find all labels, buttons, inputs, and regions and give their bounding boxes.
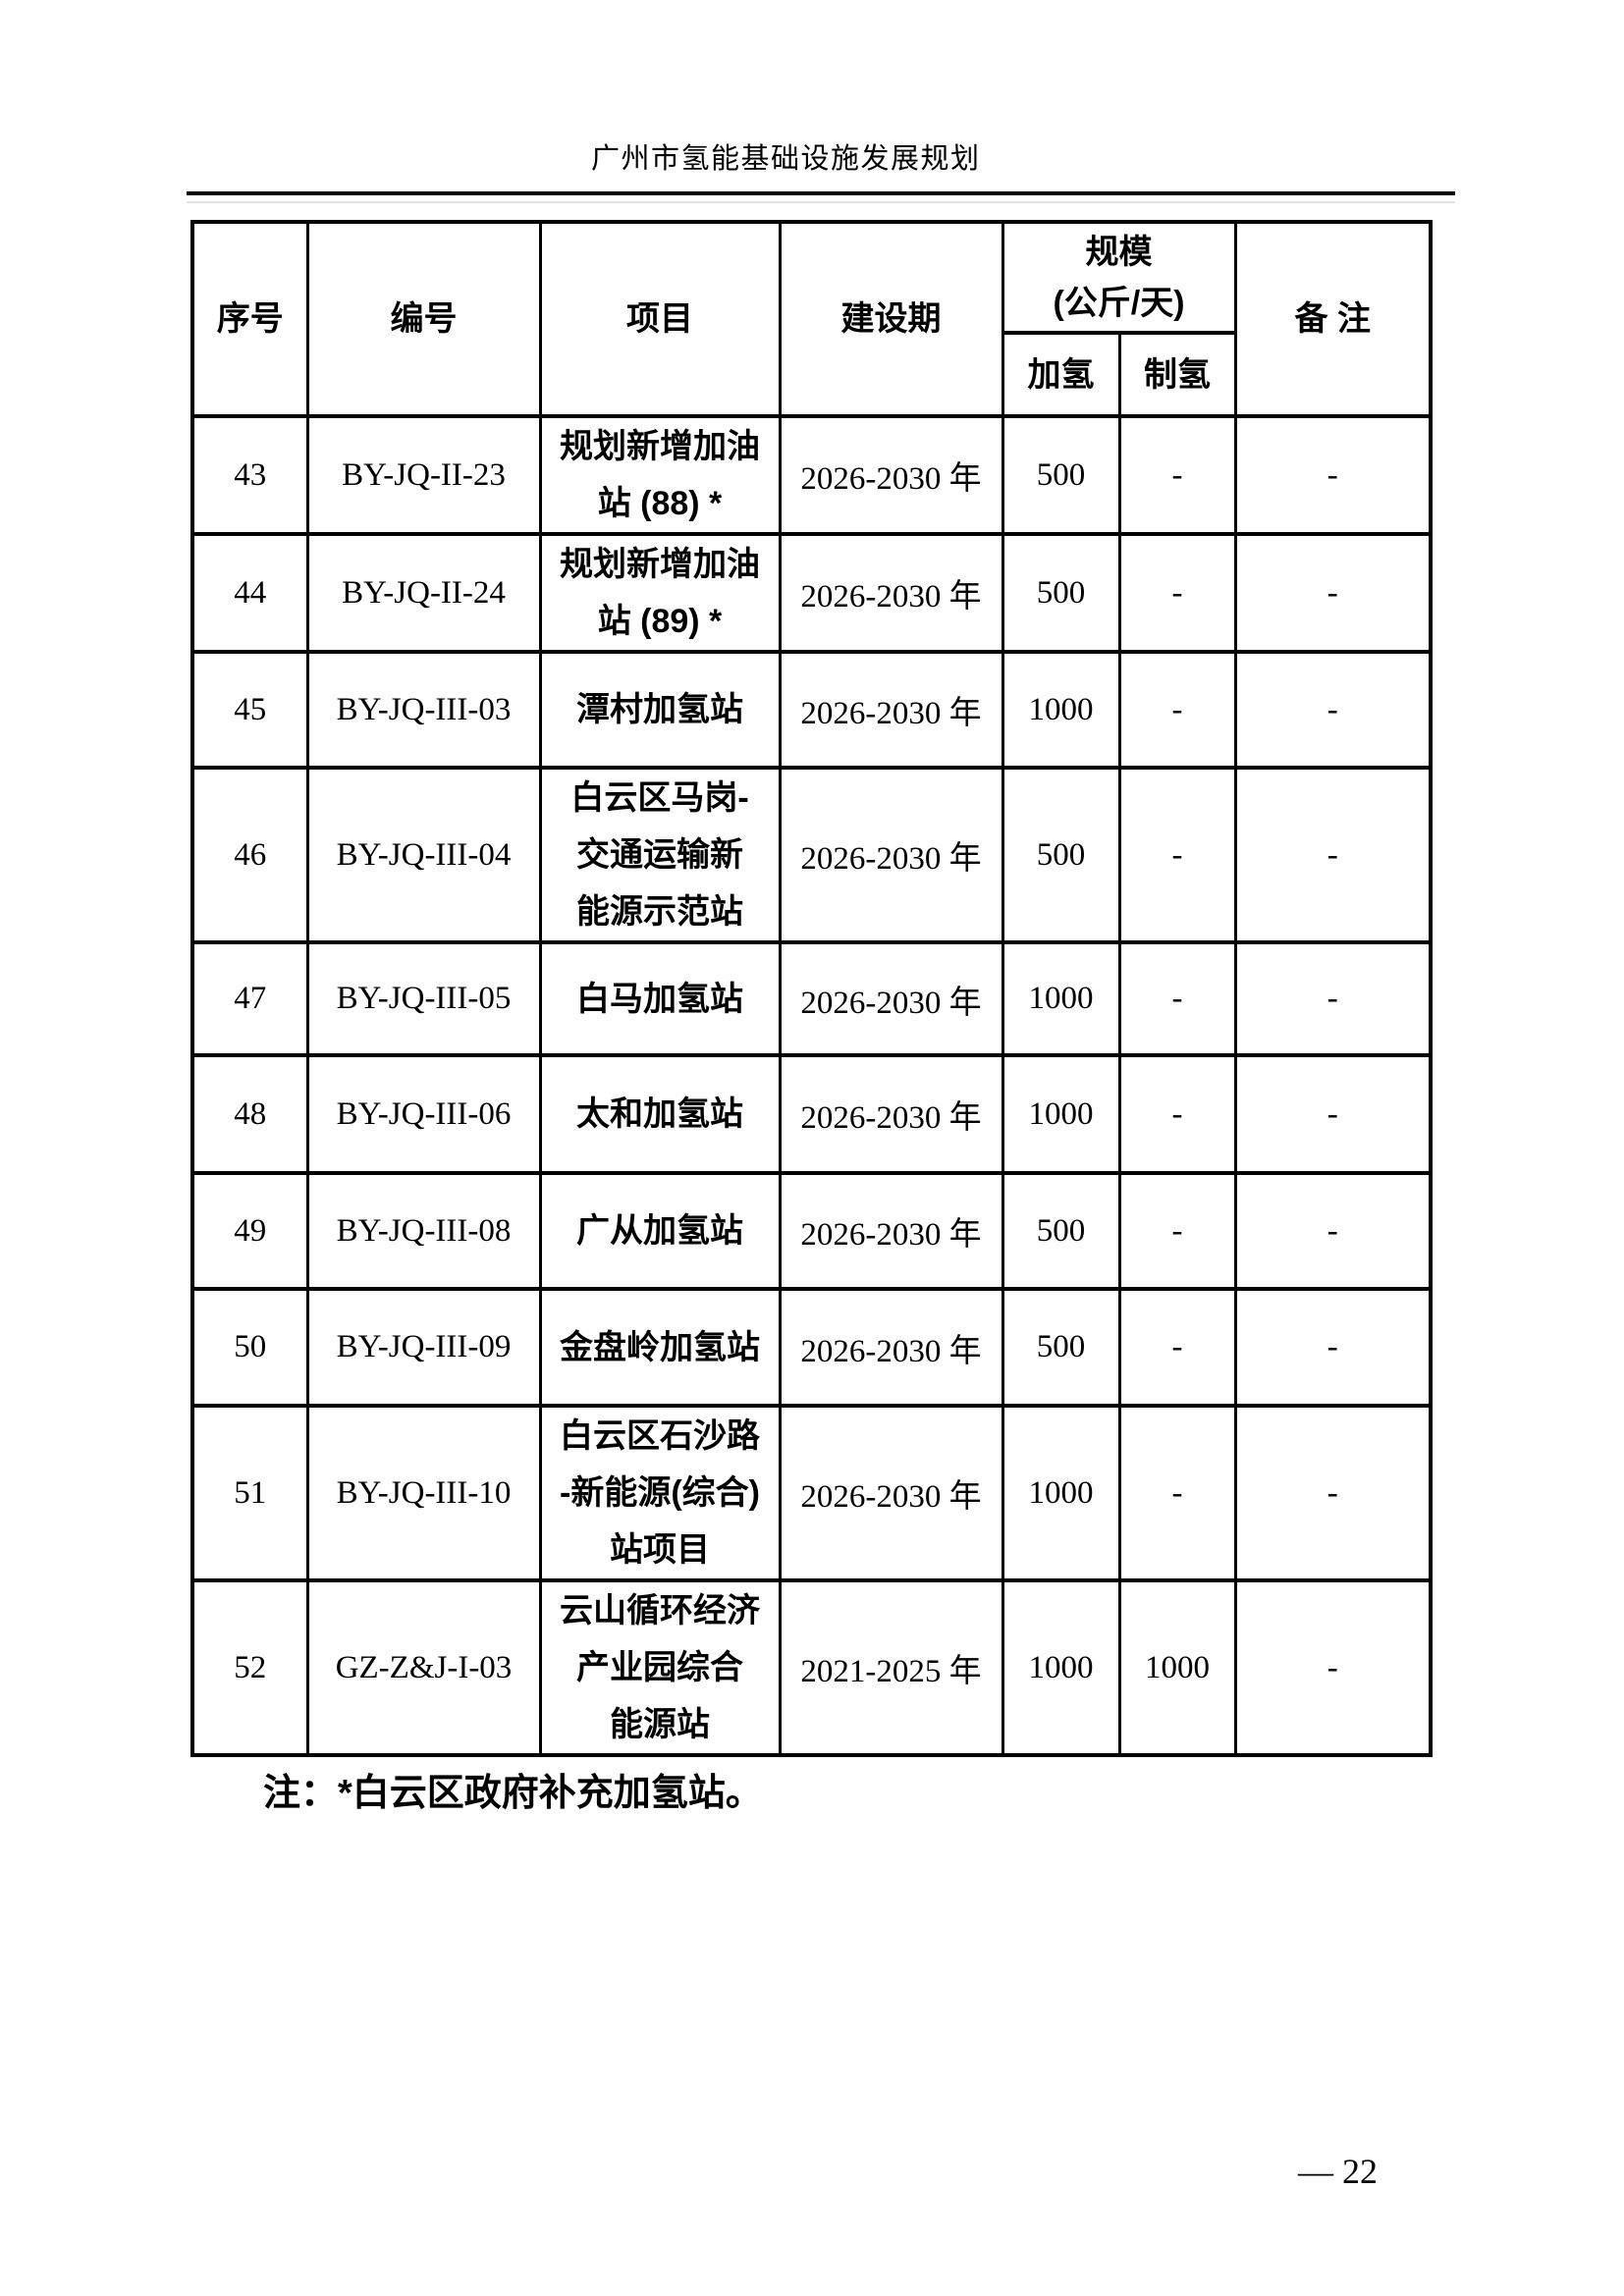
col-header-period: 建设期	[778, 220, 1004, 418]
cell-seq: 44	[190, 532, 309, 654]
col-header-project: 项目	[538, 220, 782, 418]
projects-table: 序号 编号 项目 建设期 规模 (公斤/天) 备 注 加氢 制氢 43 BY-J…	[190, 220, 1433, 1757]
cell-period: 2026-2030 年	[778, 1287, 1004, 1408]
cell-seq: 46	[190, 766, 309, 944]
col-header-code: 编号	[305, 220, 542, 418]
cell-refuel: 1000	[1001, 1578, 1121, 1757]
cell-refuel: 500	[1001, 414, 1121, 536]
cell-refuel: 500	[1001, 1171, 1121, 1291]
cell-remark: -	[1233, 940, 1433, 1057]
cell-project: 白马加氢站	[538, 940, 782, 1057]
cell-project: 白云区石沙路 -新能源(综合) 站项目	[538, 1404, 782, 1582]
cell-project: 广从加氢站	[538, 1171, 782, 1291]
cell-period: 2026-2030 年	[778, 766, 1004, 944]
footnote: 注：*白云区政府补充加氢站。	[263, 1773, 763, 1814]
cell-code: BY-JQ-III-10	[305, 1404, 542, 1582]
cell-produce: -	[1117, 940, 1237, 1057]
cell-code: BY-JQ-II-24	[305, 532, 542, 654]
cell-code: BY-JQ-III-03	[305, 650, 542, 770]
cell-period: 2026-2030 年	[778, 940, 1004, 1057]
col-header-seq: 序号	[190, 220, 309, 418]
cell-code: BY-JQ-III-06	[305, 1053, 542, 1175]
header-rule	[187, 191, 1455, 195]
table-row: 46 BY-JQ-III-04 白云区马岗- 交通运输新 能源示范站 2026-…	[190, 766, 1433, 944]
cell-seq: 49	[190, 1171, 309, 1291]
cell-code: GZ-Z&J-I-03	[305, 1578, 542, 1757]
cell-produce: -	[1117, 414, 1237, 536]
cell-project: 金盘岭加氢站	[538, 1287, 782, 1408]
cell-project: 潭村加氢站	[538, 650, 782, 770]
table-row: 52 GZ-Z&J-I-03 云山循环经济 产业园综合 能源站 2021-202…	[190, 1578, 1433, 1757]
cell-produce: -	[1117, 532, 1237, 654]
cell-refuel: 1000	[1001, 650, 1121, 770]
table-header: 序号 编号 项目 建设期 规模 (公斤/天) 备 注 加氢 制氢	[190, 220, 1433, 418]
header-rule-shadow	[187, 201, 1455, 203]
cell-remark: -	[1233, 1404, 1433, 1582]
cell-period: 2021-2025 年	[778, 1578, 1004, 1757]
cell-produce: -	[1117, 766, 1237, 944]
cell-project: 规划新增加油 站 (89) *	[538, 532, 782, 654]
cell-remark: -	[1233, 1287, 1433, 1408]
table-row: 44 BY-JQ-II-24 规划新增加油 站 (89) * 2026-2030…	[190, 532, 1433, 654]
table-body: 43 BY-JQ-II-23 规划新增加油 站 (88) * 2026-2030…	[190, 414, 1433, 1757]
cell-seq: 47	[190, 940, 309, 1057]
cell-project: 白云区马岗- 交通运输新 能源示范站	[538, 766, 782, 944]
cell-seq: 52	[190, 1578, 309, 1757]
cell-seq: 48	[190, 1053, 309, 1175]
cell-period: 2026-2030 年	[778, 1171, 1004, 1291]
cell-remark: -	[1233, 1053, 1433, 1175]
cell-period: 2026-2030 年	[778, 650, 1004, 770]
cell-code: BY-JQ-II-23	[305, 414, 542, 536]
table-row: 43 BY-JQ-II-23 规划新增加油 站 (88) * 2026-2030…	[190, 414, 1433, 536]
col-header-scale: 规模 (公斤/天)	[1001, 220, 1237, 335]
cell-code: BY-JQ-III-09	[305, 1287, 542, 1408]
cell-refuel: 500	[1001, 1287, 1121, 1408]
table-row: 45 BY-JQ-III-03 潭村加氢站 2026-2030 年 1000 -…	[190, 650, 1433, 770]
cell-refuel: 1000	[1001, 1404, 1121, 1582]
cell-refuel: 500	[1001, 532, 1121, 654]
table-row: 51 BY-JQ-III-10 白云区石沙路 -新能源(综合) 站项目 2026…	[190, 1404, 1433, 1582]
cell-period: 2026-2030 年	[778, 1404, 1004, 1582]
cell-remark: -	[1233, 532, 1433, 654]
cell-period: 2026-2030 年	[778, 414, 1004, 536]
cell-produce: -	[1117, 650, 1237, 770]
cell-produce: 1000	[1117, 1578, 1237, 1757]
page-title: 广州市氢能基础设施发展规划	[591, 143, 981, 175]
cell-remark: -	[1233, 414, 1433, 536]
cell-refuel: 500	[1001, 766, 1121, 944]
cell-remark: -	[1233, 1578, 1433, 1757]
cell-produce: -	[1117, 1287, 1237, 1408]
col-header-produce: 制氢	[1117, 331, 1237, 418]
cell-seq: 50	[190, 1287, 309, 1408]
cell-code: BY-JQ-III-05	[305, 940, 542, 1057]
cell-project: 云山循环经济 产业园综合 能源站	[538, 1578, 782, 1757]
cell-refuel: 1000	[1001, 940, 1121, 1057]
table-row: 49 BY-JQ-III-08 广从加氢站 2026-2030 年 500 - …	[190, 1171, 1433, 1291]
cell-produce: -	[1117, 1171, 1237, 1291]
cell-seq: 51	[190, 1404, 309, 1582]
cell-remark: -	[1233, 650, 1433, 770]
cell-remark: -	[1233, 1171, 1433, 1291]
cell-code: BY-JQ-III-04	[305, 766, 542, 944]
page-number: — 22	[1298, 2152, 1378, 2191]
table-row: 50 BY-JQ-III-09 金盘岭加氢站 2026-2030 年 500 -…	[190, 1287, 1433, 1408]
cell-produce: -	[1117, 1404, 1237, 1582]
col-header-remark: 备 注	[1233, 220, 1433, 418]
cell-project: 太和加氢站	[538, 1053, 782, 1175]
cell-project: 规划新增加油 站 (88) *	[538, 414, 782, 536]
cell-period: 2026-2030 年	[778, 1053, 1004, 1175]
col-header-refuel: 加氢	[1001, 331, 1121, 418]
table-row: 48 BY-JQ-III-06 太和加氢站 2026-2030 年 1000 -…	[190, 1053, 1433, 1175]
cell-seq: 43	[190, 414, 309, 536]
table-row: 47 BY-JQ-III-05 白马加氢站 2026-2030 年 1000 -…	[190, 940, 1433, 1057]
cell-remark: -	[1233, 766, 1433, 944]
cell-seq: 45	[190, 650, 309, 770]
cell-code: BY-JQ-III-08	[305, 1171, 542, 1291]
cell-refuel: 1000	[1001, 1053, 1121, 1175]
cell-produce: -	[1117, 1053, 1237, 1175]
cell-period: 2026-2030 年	[778, 532, 1004, 654]
